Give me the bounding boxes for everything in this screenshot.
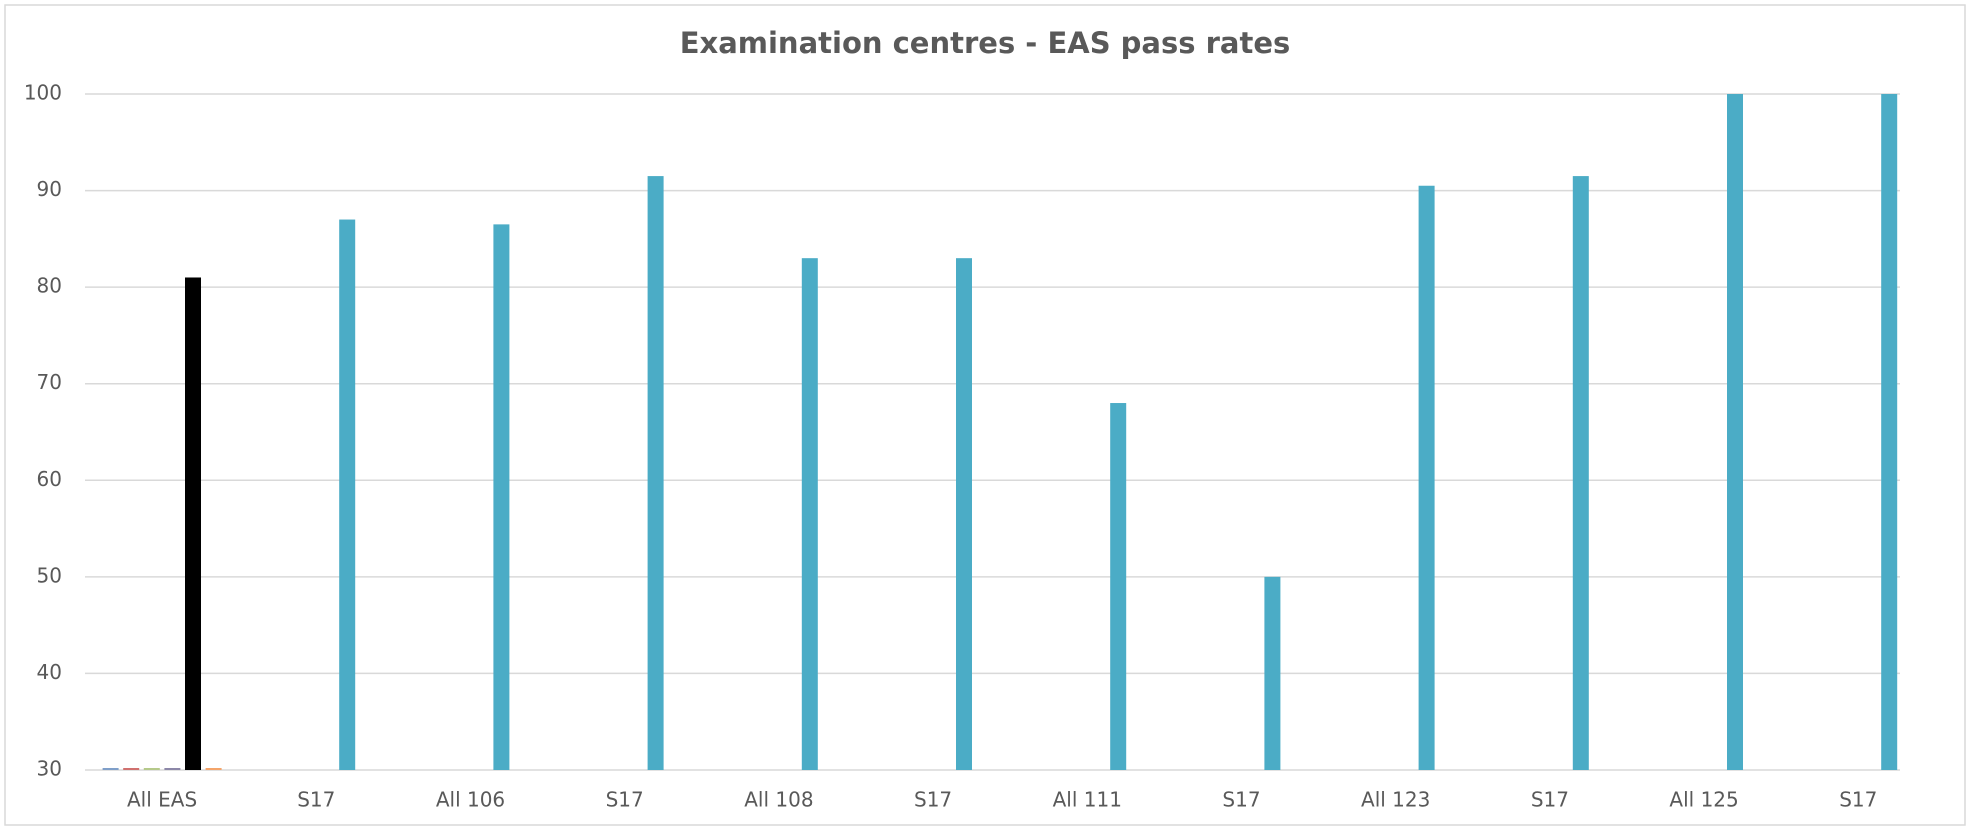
x-tick-label: S17: [606, 788, 644, 812]
y-tick-label: 80: [37, 274, 62, 298]
y-tick-label: 60: [37, 467, 62, 491]
y-tick-label: 100: [24, 81, 62, 105]
chart-title: Examination centres - EAS pass rates: [680, 26, 1291, 60]
x-tick-label: All 111: [1053, 788, 1122, 812]
x-tick-label: S17: [1222, 788, 1260, 812]
x-tick-label: S17: [914, 788, 952, 812]
y-tick-label: 70: [37, 370, 62, 394]
bar: [339, 219, 356, 771]
y-tick-label: 50: [37, 563, 62, 587]
bar: [164, 768, 181, 770]
bar: [1727, 94, 1743, 770]
bar: [205, 768, 222, 770]
x-tick-label: S17: [1839, 788, 1877, 812]
bar: [1264, 576, 1281, 770]
bar: [123, 768, 140, 770]
bar: [185, 277, 201, 770]
y-tick-label: 90: [37, 177, 62, 201]
chart-frame: [4, 4, 1966, 826]
bar: [1881, 94, 1898, 770]
bar: [956, 258, 972, 770]
bar: [493, 224, 510, 770]
x-tick-label: All 106: [436, 788, 505, 812]
x-tick-label: S17: [1531, 788, 1569, 812]
bar: [143, 768, 160, 770]
bar: [801, 258, 818, 770]
bar: [647, 176, 664, 771]
x-tick-label: All 123: [1361, 788, 1430, 812]
x-tick-label: All 108: [744, 788, 813, 812]
bar: [102, 768, 119, 770]
x-tick-label: S17: [297, 788, 335, 812]
x-tick-label: All EAS: [127, 788, 197, 812]
bar: [1110, 403, 1127, 770]
x-tick-label: All 125: [1669, 788, 1738, 812]
bar: [1418, 185, 1435, 770]
y-tick-label: 40: [37, 660, 62, 684]
y-tick-label: 30: [37, 757, 62, 781]
bar: [1572, 176, 1589, 771]
